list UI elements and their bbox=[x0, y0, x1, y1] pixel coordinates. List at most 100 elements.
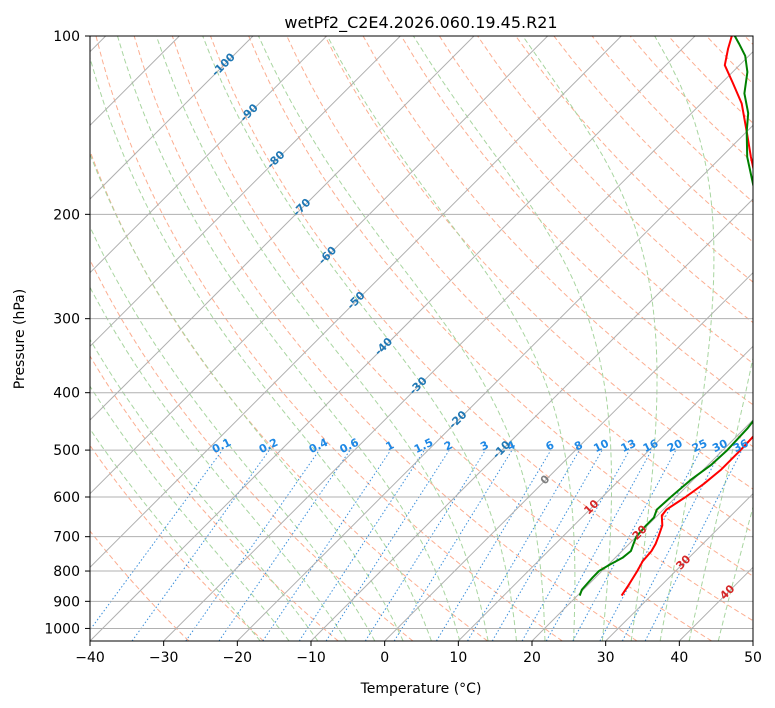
mixing-ratio-line bbox=[325, 449, 450, 641]
x-tick-label: −30 bbox=[149, 650, 179, 666]
moist-adiabat-line bbox=[326, 36, 576, 641]
y-axis: 100 200 300 400 500 600 700 800 900 1000 bbox=[44, 29, 90, 637]
moist-adiabat-line bbox=[117, 36, 461, 641]
x-tick-label: 0 bbox=[380, 650, 389, 666]
moist-adiabat-line bbox=[412, 36, 612, 641]
moist-adiabat-line bbox=[90, 152, 404, 641]
dry-adiabat-line bbox=[515, 36, 753, 283]
x-axis-label: Temperature (°C) bbox=[360, 681, 482, 697]
mixing-ratio-label: 0.1 bbox=[210, 436, 233, 456]
isotherm-line bbox=[90, 36, 254, 200]
isotherm-line bbox=[90, 36, 401, 348]
isotherm-line bbox=[457, 345, 753, 641]
y-tick-label: 400 bbox=[53, 386, 80, 402]
y-tick-label: 100 bbox=[53, 29, 80, 45]
y-tick-label: 200 bbox=[53, 207, 80, 223]
isotherm-label: 30 bbox=[673, 552, 693, 572]
isotherm-line bbox=[90, 36, 475, 421]
mixing-ratio-label: 25 bbox=[690, 437, 709, 455]
x-tick-label: 10 bbox=[449, 650, 467, 666]
temperature-profile-line bbox=[620, 36, 753, 597]
y-tick-label: 900 bbox=[53, 594, 80, 610]
mixing-ratio-label: 0.4 bbox=[307, 436, 331, 456]
dry-adiabat-line bbox=[90, 444, 264, 641]
mixing-ratio-label: 2 bbox=[442, 438, 455, 453]
dry-adiabat-line bbox=[90, 530, 190, 641]
dry-adiabat-line bbox=[95, 36, 563, 641]
isotherm-line bbox=[384, 271, 753, 641]
moist-adiabats bbox=[90, 36, 753, 641]
moist-adiabat-line bbox=[90, 428, 261, 641]
moist-adiabat-line bbox=[717, 505, 753, 641]
isotherm-label: -20 bbox=[446, 408, 469, 431]
mixing-ratio-line bbox=[599, 449, 701, 641]
isotherm-line bbox=[310, 198, 753, 641]
moist-adiabat-line bbox=[155, 36, 489, 641]
isotherm-line bbox=[605, 492, 753, 641]
pressure-grid bbox=[90, 36, 753, 629]
plot-area: 0.1 0.2 0.4 0.6 1 1.5 2 3 4 6 8 10 13 16 20 25 30 36-100-… bbox=[90, 36, 753, 641]
mixing-ratio-label: 6 bbox=[544, 438, 557, 453]
isotherm-label: -30 bbox=[406, 374, 429, 397]
isotherm-line bbox=[678, 566, 753, 641]
mixing-ratio-line bbox=[364, 449, 486, 641]
mixing-ratio-label: 1.5 bbox=[412, 436, 435, 456]
dry-adiabat-line bbox=[668, 36, 753, 124]
mixing-ratio-label: 1 bbox=[384, 438, 397, 453]
mixing-ratio-lines bbox=[90, 449, 743, 641]
y-tick-label: 800 bbox=[53, 564, 80, 580]
moist-adiabat-line bbox=[202, 36, 517, 641]
moist-adiabat-line bbox=[90, 225, 376, 641]
dry-adiabat-line bbox=[477, 36, 753, 324]
mixing-ratio-line bbox=[621, 449, 722, 641]
mixing-ratio-label: 10 bbox=[591, 437, 611, 456]
dry-adiabat-line bbox=[324, 36, 753, 490]
isotherm-label: 40 bbox=[717, 582, 737, 602]
profile-series bbox=[578, 36, 753, 597]
isotherm-line bbox=[752, 640, 753, 641]
isotherm-label: -60 bbox=[316, 244, 339, 267]
dewpoint-profile-line bbox=[578, 36, 753, 596]
mixing-ratio-line bbox=[644, 449, 743, 641]
mixing-ratio-line bbox=[90, 449, 223, 631]
dry-adiabat-line bbox=[706, 36, 753, 85]
moist-adiabat-line bbox=[654, 36, 715, 641]
dry-adiabat-line bbox=[90, 149, 488, 641]
dry-adiabats bbox=[90, 36, 753, 641]
mixing-ratio-line bbox=[545, 449, 653, 641]
moist-adiabat-line bbox=[90, 55, 432, 641]
isotherm-label: -100 bbox=[209, 50, 238, 79]
dry-adiabat-line bbox=[90, 258, 414, 641]
x-tick-label: −20 bbox=[223, 650, 253, 666]
y-tick-label: 600 bbox=[53, 490, 80, 506]
mixing-ratio-line bbox=[521, 449, 630, 641]
mixing-ratio-line bbox=[393, 449, 513, 641]
chart-title: wetPf2_C2E4.2026.060.19.45.R21 bbox=[284, 13, 557, 33]
mixing-ratio-line bbox=[218, 449, 351, 641]
mixing-ratio-label: 3 bbox=[478, 438, 491, 453]
dry-adiabat-line bbox=[553, 36, 753, 243]
y-tick-label: 1000 bbox=[44, 621, 80, 637]
mixing-ratio-label: 13 bbox=[619, 437, 638, 455]
x-tick-label: −40 bbox=[75, 650, 105, 666]
moist-adiabat-line bbox=[90, 338, 319, 641]
isotherm-line bbox=[90, 36, 696, 641]
x-tick-label: 20 bbox=[523, 650, 541, 666]
isotherms bbox=[90, 36, 753, 641]
dry-adiabat-line bbox=[438, 36, 753, 365]
dry-adiabat-line bbox=[133, 36, 638, 641]
isotherm-line bbox=[90, 36, 549, 495]
x-tick-label: 40 bbox=[670, 650, 688, 666]
y-tick-label: 500 bbox=[53, 443, 80, 459]
isotherm-label: 10 bbox=[581, 497, 601, 517]
dry-adiabat-line bbox=[248, 36, 753, 577]
dry-adiabat-line bbox=[210, 36, 753, 622]
plot-frame bbox=[89, 35, 754, 642]
moist-adiabat-line bbox=[688, 355, 753, 641]
mixing-ratio-line bbox=[298, 449, 425, 641]
isotherm-line bbox=[531, 419, 753, 641]
mixing-ratio-label: 30 bbox=[710, 437, 730, 456]
dry-adiabat-line bbox=[90, 355, 339, 641]
mixing-ratio-line bbox=[262, 449, 392, 641]
